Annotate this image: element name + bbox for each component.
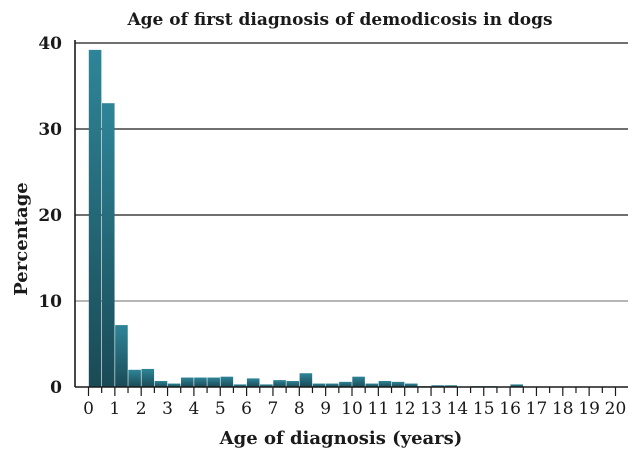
- histogram-bar: [207, 377, 220, 387]
- x-tick-label: 12: [394, 399, 416, 419]
- x-tick-label: 2: [136, 399, 147, 419]
- histogram-bar: [115, 325, 128, 387]
- histogram-bar: [431, 385, 444, 387]
- x-tick-label: 5: [215, 399, 226, 419]
- histogram-bar: [325, 383, 339, 387]
- y-tick-label: 0: [50, 378, 62, 398]
- histogram-bar: [352, 376, 365, 387]
- histogram-bar: [233, 384, 247, 387]
- x-tick-label: 0: [83, 399, 94, 419]
- x-tick-label: 11: [368, 399, 390, 419]
- histogram-bar: [220, 376, 234, 387]
- histogram-bar: [299, 373, 313, 387]
- histogram-bar: [181, 377, 194, 387]
- histogram-bar: [444, 385, 458, 387]
- x-tick-label: 1: [109, 399, 120, 419]
- histogram-bar: [378, 380, 392, 387]
- x-tick-label: 15: [473, 399, 495, 419]
- x-tick-label: 6: [241, 399, 252, 419]
- x-tick-label: 20: [605, 399, 627, 419]
- x-tick-label: 10: [341, 399, 363, 419]
- histogram-bar: [273, 380, 286, 387]
- x-tick-labels: 0 1 2 3 4 5 6 7 8 9 10 11 12 13 14 15 16 17 18 19 20: [83, 399, 626, 419]
- histogram-bar: [510, 384, 523, 387]
- y-tick-labels: 0 10 20 30 40: [38, 34, 62, 398]
- x-tick-label: 7: [268, 399, 279, 419]
- histogram-bar: [286, 380, 299, 387]
- histogram-bar: [312, 383, 326, 387]
- y-tick-label: 40: [38, 34, 62, 54]
- x-tick-label: 14: [447, 399, 469, 419]
- histogram-bar: [141, 368, 155, 387]
- x-tick-label: 3: [162, 399, 173, 419]
- y-tick-label: 30: [38, 120, 62, 140]
- x-tick-label: 9: [320, 399, 331, 419]
- histogram-bar: [365, 383, 379, 387]
- histogram-bar: [405, 383, 418, 387]
- x-tick-label: 19: [578, 399, 600, 419]
- histogram-bar: [391, 381, 405, 387]
- x-tick-label: 13: [420, 399, 442, 419]
- x-tick-label: 17: [526, 399, 548, 419]
- axes: [74, 40, 628, 396]
- histogram-bar: [154, 380, 168, 387]
- x-tick-label: 8: [294, 399, 305, 419]
- x-tick-label: 4: [188, 399, 199, 419]
- histogram-bar: [88, 49, 102, 387]
- histogram-bar: [101, 103, 115, 387]
- histogram-bar: [194, 377, 207, 387]
- x-axis-label: Age of diagnosis (years): [219, 428, 463, 449]
- x-tick-label: 16: [499, 399, 521, 419]
- gridlines: [75, 42, 628, 302]
- histogram-bar: [339, 381, 352, 387]
- bars: [88, 49, 523, 387]
- histogram-bar: [246, 378, 260, 387]
- histogram-bar: [167, 383, 181, 387]
- y-tick-label: 10: [38, 292, 62, 312]
- chart-title: Age of first diagnosis of demodicosis in…: [126, 10, 552, 30]
- y-axis-label: Percentage: [11, 182, 32, 296]
- y-tick-label: 20: [38, 206, 62, 226]
- x-tick-label: 18: [552, 399, 574, 419]
- histogram-bar: [128, 369, 141, 387]
- histogram-bar: [260, 384, 273, 387]
